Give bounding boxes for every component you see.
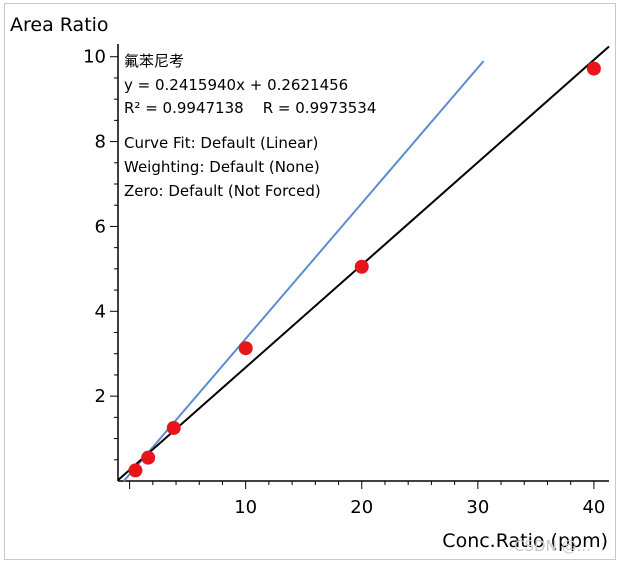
x-tick-label: 40 (582, 497, 605, 518)
y-tick-label: 10 (83, 47, 106, 68)
x-tick-label: 20 (350, 497, 373, 518)
annotation-block: 氟苯尼考 y = 0.2415940x + 0.2621456 R² = 0.9… (124, 52, 376, 200)
y-tick-label: 2 (95, 386, 106, 407)
annotation-curve-fit: Curve Fit: Default (Linear) (124, 134, 318, 152)
data-point (128, 463, 143, 478)
data-point (586, 61, 601, 76)
data-point (166, 420, 181, 435)
annotation-equation: y = 0.2415940x + 0.2621456 (124, 76, 348, 94)
annotation-zero: Zero: Default (Not Forced) (124, 182, 321, 200)
data-point (141, 450, 156, 465)
y-tick-label: 8 (95, 132, 106, 153)
data-point (238, 341, 253, 356)
data-point (354, 259, 369, 274)
watermark: CSDN @... (514, 537, 591, 555)
y-axis-label: Area Ratio (10, 14, 109, 36)
x-axis-label: Conc.Ratio (ppm) (442, 530, 608, 552)
x-tick-label: 10 (234, 497, 257, 518)
y-tick-label: 6 (95, 216, 106, 237)
chart-frame (4, 3, 616, 560)
data-points (128, 61, 601, 478)
y-tick-label: 4 (95, 301, 106, 322)
annotation-compound: 氟苯尼考 (124, 52, 184, 70)
annotation-r-stats: R² = 0.9947138 R = 0.9973534 (124, 99, 376, 117)
axes: 2 4 6 8 10 10 20 30 40 (83, 44, 609, 518)
reference-line (123, 60, 485, 482)
x-tick-label: 30 (466, 497, 489, 518)
annotation-weighting: Weighting: Default (None) (124, 158, 320, 176)
